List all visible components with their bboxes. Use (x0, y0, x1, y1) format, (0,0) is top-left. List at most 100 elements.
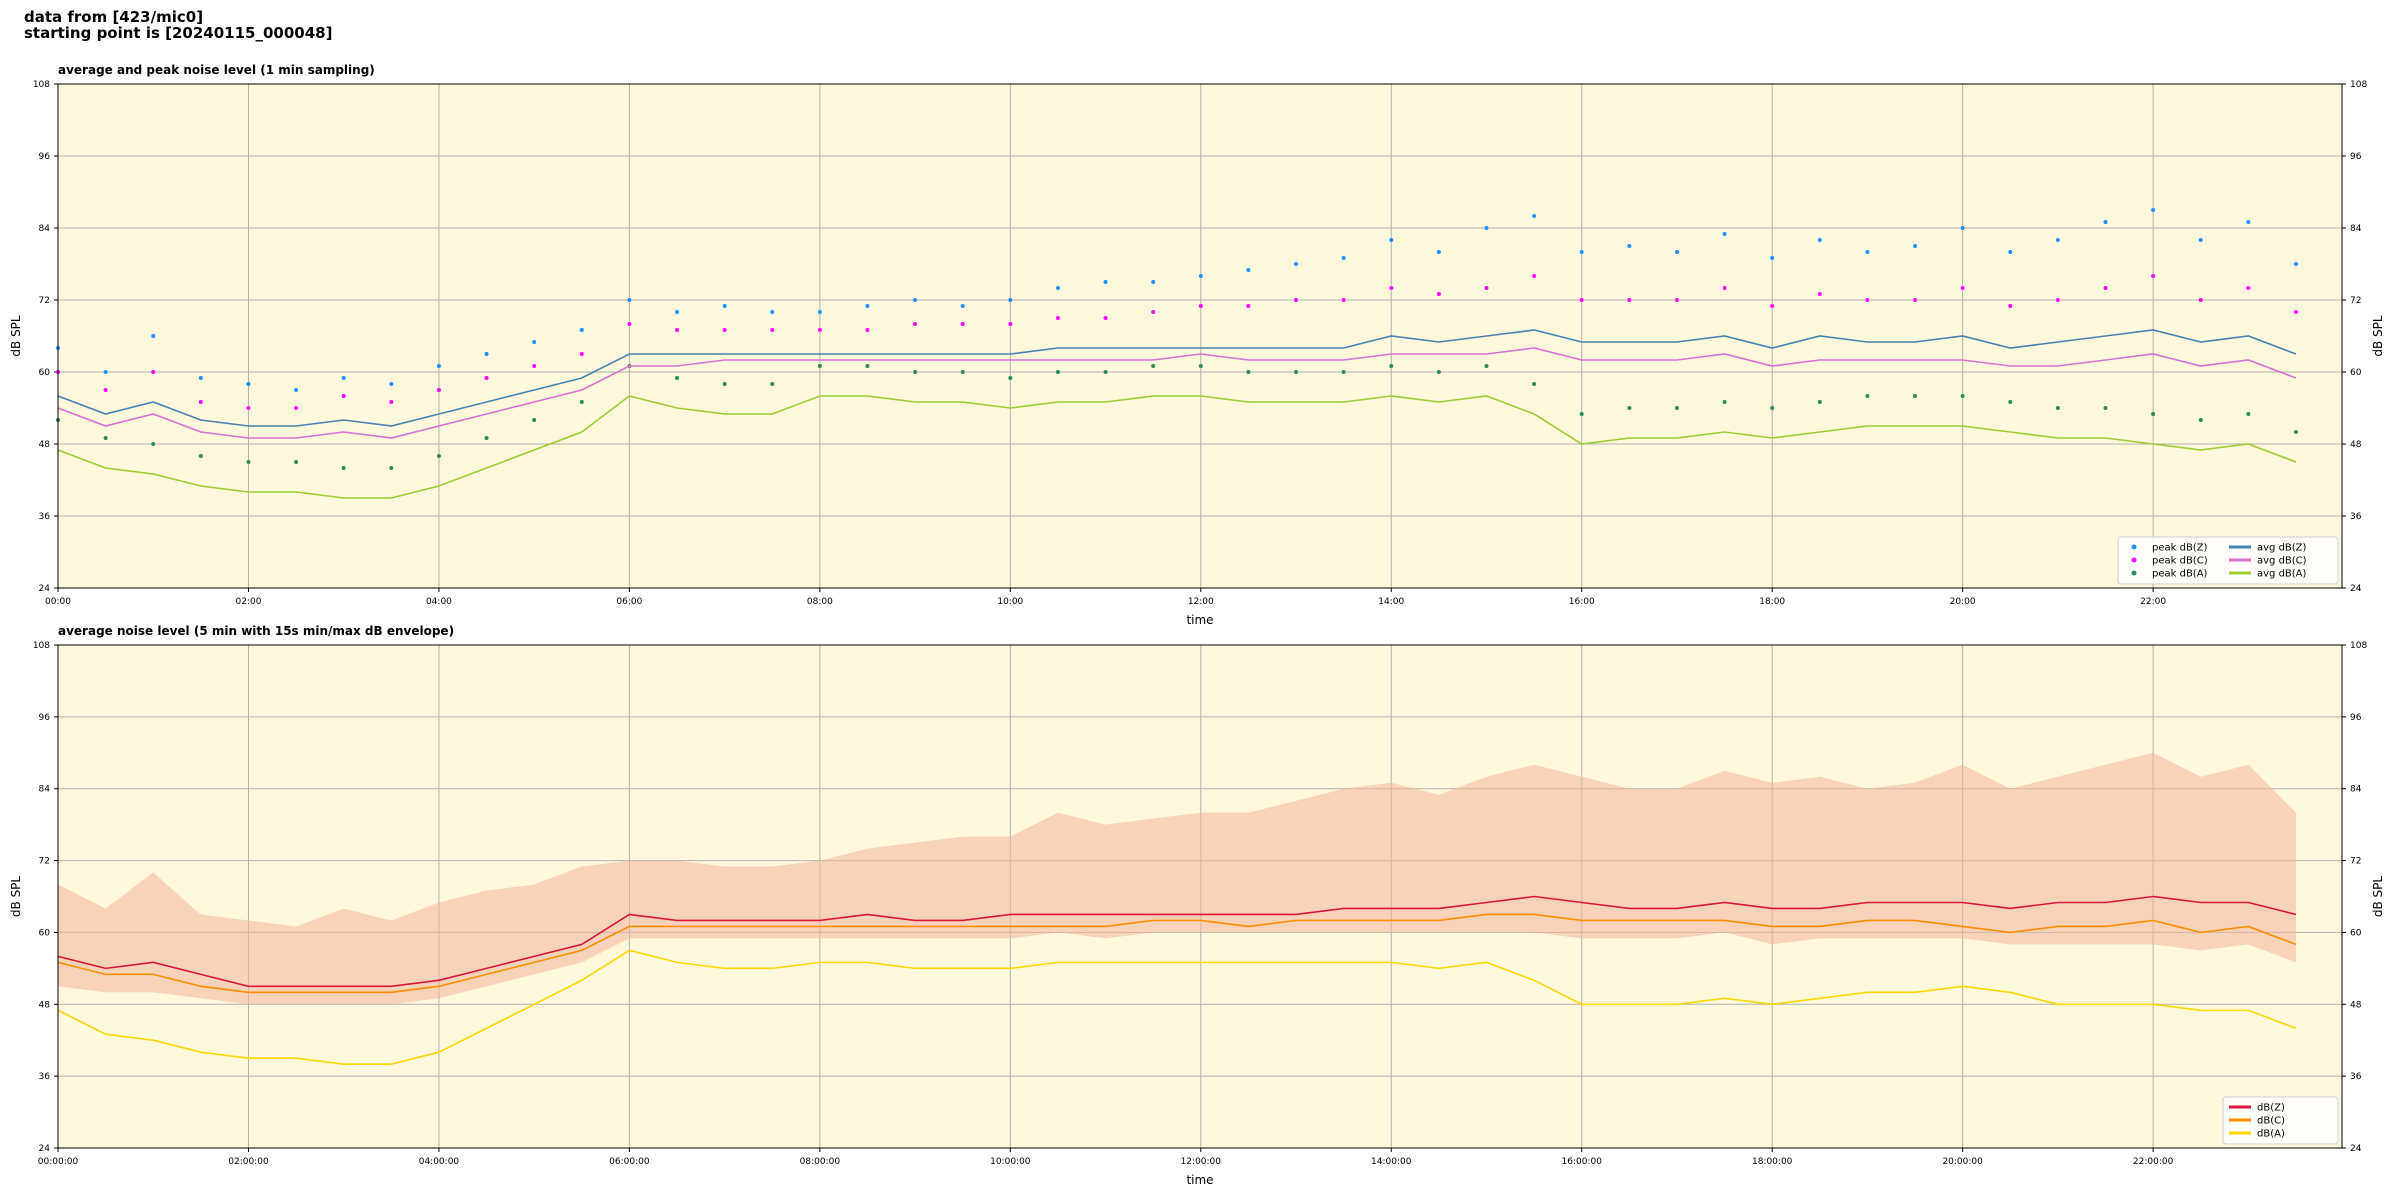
peak-point (2246, 286, 2251, 290)
x-tick-label: 02:00:00 (228, 1157, 269, 1167)
peak-point (1722, 232, 1727, 236)
x-tick-label: 18:00:00 (1752, 1157, 1793, 1167)
y-tick-label: 84 (2350, 785, 2362, 795)
peak-point (1913, 244, 1918, 248)
y-tick-label: 96 (39, 152, 51, 162)
series-line (57, 329, 2297, 427)
legend-label: dB(C) (2257, 1116, 2285, 1127)
legend-label: peak dB(A) (2152, 569, 2208, 580)
peak-point (389, 466, 394, 470)
peak-point (2198, 418, 2203, 422)
peak-point (484, 436, 489, 440)
y-tick-label: 108 (33, 80, 50, 90)
peak-point (1294, 298, 1299, 302)
peak-point (341, 466, 346, 470)
peak-point (817, 328, 822, 332)
y-tick-label: 36 (2350, 1072, 2362, 1082)
y-tick-label: 60 (2350, 928, 2362, 938)
peak-point (436, 454, 441, 458)
y-tick-label: 24 (2350, 1144, 2362, 1154)
y-tick-label: 36 (39, 1072, 51, 1082)
y-tick-label: 60 (39, 368, 51, 378)
peak-point (1674, 406, 1679, 410)
peak-point (1484, 226, 1489, 230)
peak-point (913, 298, 918, 302)
y-tick-label: 84 (2350, 224, 2362, 234)
peak-point (389, 382, 394, 386)
y-tick-label: 84 (39, 785, 51, 795)
peak-point (1532, 274, 1537, 278)
peak-point (532, 340, 537, 344)
peak-point (770, 328, 775, 332)
y-tick-label: 48 (39, 440, 51, 450)
y-axis-label: dB SPL (2371, 315, 2385, 357)
peak-point (1865, 394, 1870, 398)
peak-point (1436, 292, 1441, 296)
x-tick-label: 14:00 (1378, 597, 1404, 607)
peak-point (817, 310, 822, 314)
peak-point (2151, 274, 2156, 278)
legend-label: avg dB(A) (2257, 569, 2307, 580)
peak-point (1722, 286, 1727, 290)
peak-point (1770, 304, 1775, 308)
x-tick-label: 00:00:00 (38, 1157, 79, 1167)
x-tick-label: 08:00:00 (800, 1157, 841, 1167)
peak-point (2055, 406, 2060, 410)
peak-point (1817, 238, 1822, 242)
legend-box (2117, 536, 2339, 585)
peak-point (1627, 298, 1632, 302)
peak-point (2246, 412, 2251, 416)
x-tick-label: 22:00:00 (2133, 1157, 2174, 1167)
x-tick-label: 20:00:00 (1942, 1157, 1983, 1167)
peak-point (103, 436, 108, 440)
peak-point (484, 376, 489, 380)
peak-point (1770, 256, 1775, 260)
peak-point (294, 388, 299, 392)
plot-frame (57, 644, 2343, 1149)
peak-point (722, 382, 727, 386)
y-axis-label: dB SPL (9, 876, 23, 918)
peak-point (722, 328, 727, 332)
x-axis-label: time (1186, 1173, 1213, 1187)
peak-point (1246, 268, 1251, 272)
peak-point (436, 364, 441, 368)
peak-point (2103, 220, 2108, 224)
x-tick-label: 14:00:00 (1371, 1157, 1412, 1167)
y-axis-label: dB SPL (9, 315, 23, 357)
y-tick-label: 108 (2350, 641, 2367, 651)
peak-point (1913, 298, 1918, 302)
peak-point (1579, 298, 1584, 302)
x-tick-label: 02:00 (235, 597, 261, 607)
peak-point (1627, 406, 1632, 410)
peak-point (1294, 370, 1299, 374)
peak-point (341, 376, 346, 380)
peak-point (960, 370, 965, 374)
x-tick-label: 20:00 (1950, 597, 1976, 607)
peak-point (1960, 286, 1965, 290)
peak-point (1341, 298, 1346, 302)
subplot: average noise level (5 min with 15s min/… (9, 624, 2385, 1187)
peak-point (1103, 280, 1108, 284)
peak-point (865, 304, 870, 308)
y-tick-label: 72 (2350, 857, 2361, 867)
series-line (57, 395, 2297, 499)
peak-point (817, 364, 822, 368)
peak-point (579, 352, 584, 356)
peak-point (1722, 400, 1727, 404)
peak-point (1865, 298, 1870, 302)
y-tick-label: 24 (39, 1144, 51, 1154)
y-tick-label: 72 (39, 296, 50, 306)
peak-point (960, 304, 965, 308)
peak-point (2293, 310, 2298, 314)
y-axis-label: dB SPL (2371, 876, 2385, 918)
peak-point (1008, 298, 1013, 302)
peak-point (579, 400, 584, 404)
peak-point (151, 442, 156, 446)
peak-point (579, 328, 584, 332)
y-tick-label: 84 (39, 224, 51, 234)
peak-point (1817, 400, 1822, 404)
peak-point (2103, 286, 2108, 290)
y-tick-label: 60 (39, 928, 51, 938)
